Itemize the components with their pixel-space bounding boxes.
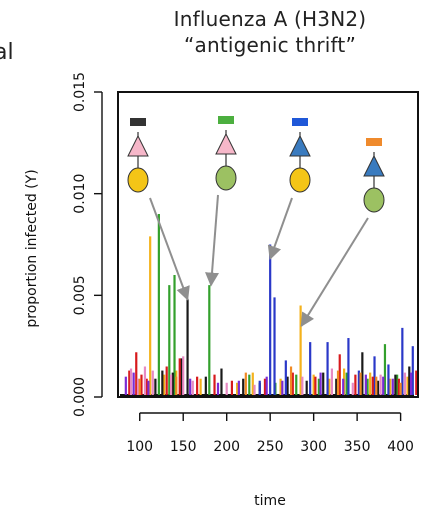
strain-icon-blue <box>289 118 311 193</box>
y-tick-label-1: 0.005 <box>72 275 88 315</box>
strain-circle-black <box>127 167 149 193</box>
x-tick-label-5: 350 <box>344 439 371 455</box>
strain-swatch-green <box>218 116 234 124</box>
strain-icon-black <box>127 118 149 193</box>
x-axis: 100 150 200 250 300 350 400 time <box>126 412 414 509</box>
x-tick-label-6: 400 <box>387 439 414 455</box>
strain-triangle-green <box>215 132 237 155</box>
y-tick-label-0: 0.000 <box>72 377 88 417</box>
plot-frame <box>117 91 419 398</box>
y-tick-label-3: 0.015 <box>72 72 88 112</box>
arrow-orange <box>300 217 369 328</box>
chart-title-line-2: “antigenic thrift” <box>183 33 357 57</box>
strain-circle-orange <box>363 187 385 213</box>
y-tick-label-2: 0.010 <box>72 174 88 214</box>
x-tick-label-4: 300 <box>300 439 327 455</box>
strain-swatch-orange <box>366 138 382 146</box>
annotations <box>127 116 385 328</box>
arrow-green <box>205 194 219 287</box>
strain-swatch-blue <box>292 118 308 126</box>
chart-title-line-1: Influenza A (H3N2) <box>173 7 367 31</box>
x-tick-label-2: 200 <box>213 439 240 455</box>
plot-group <box>120 214 418 396</box>
x-tick-label-0: 100 <box>126 439 153 455</box>
x-axis-label: time <box>254 493 286 509</box>
y-axis: 0.000 0.005 0.010 0.015 proportion infected … <box>24 72 103 417</box>
x-tick-label-1: 150 <box>170 439 197 455</box>
arrow-blue <box>267 197 293 261</box>
y-axis-label: proportion infected (Y) <box>24 169 40 327</box>
strain-triangle-orange <box>363 154 385 177</box>
strain-swatch-black <box>130 118 146 126</box>
cropped-text-fragment: al <box>0 40 14 65</box>
arrow-black <box>149 197 190 301</box>
strain-triangle-black <box>127 134 149 157</box>
strain-icon-orange <box>363 138 385 213</box>
strain-triangle-blue <box>289 134 311 157</box>
strain-circle-green <box>215 165 237 191</box>
strain-circle-blue <box>289 167 311 193</box>
x-tick-label-3: 250 <box>257 439 284 455</box>
strain-icon-green <box>215 116 237 191</box>
